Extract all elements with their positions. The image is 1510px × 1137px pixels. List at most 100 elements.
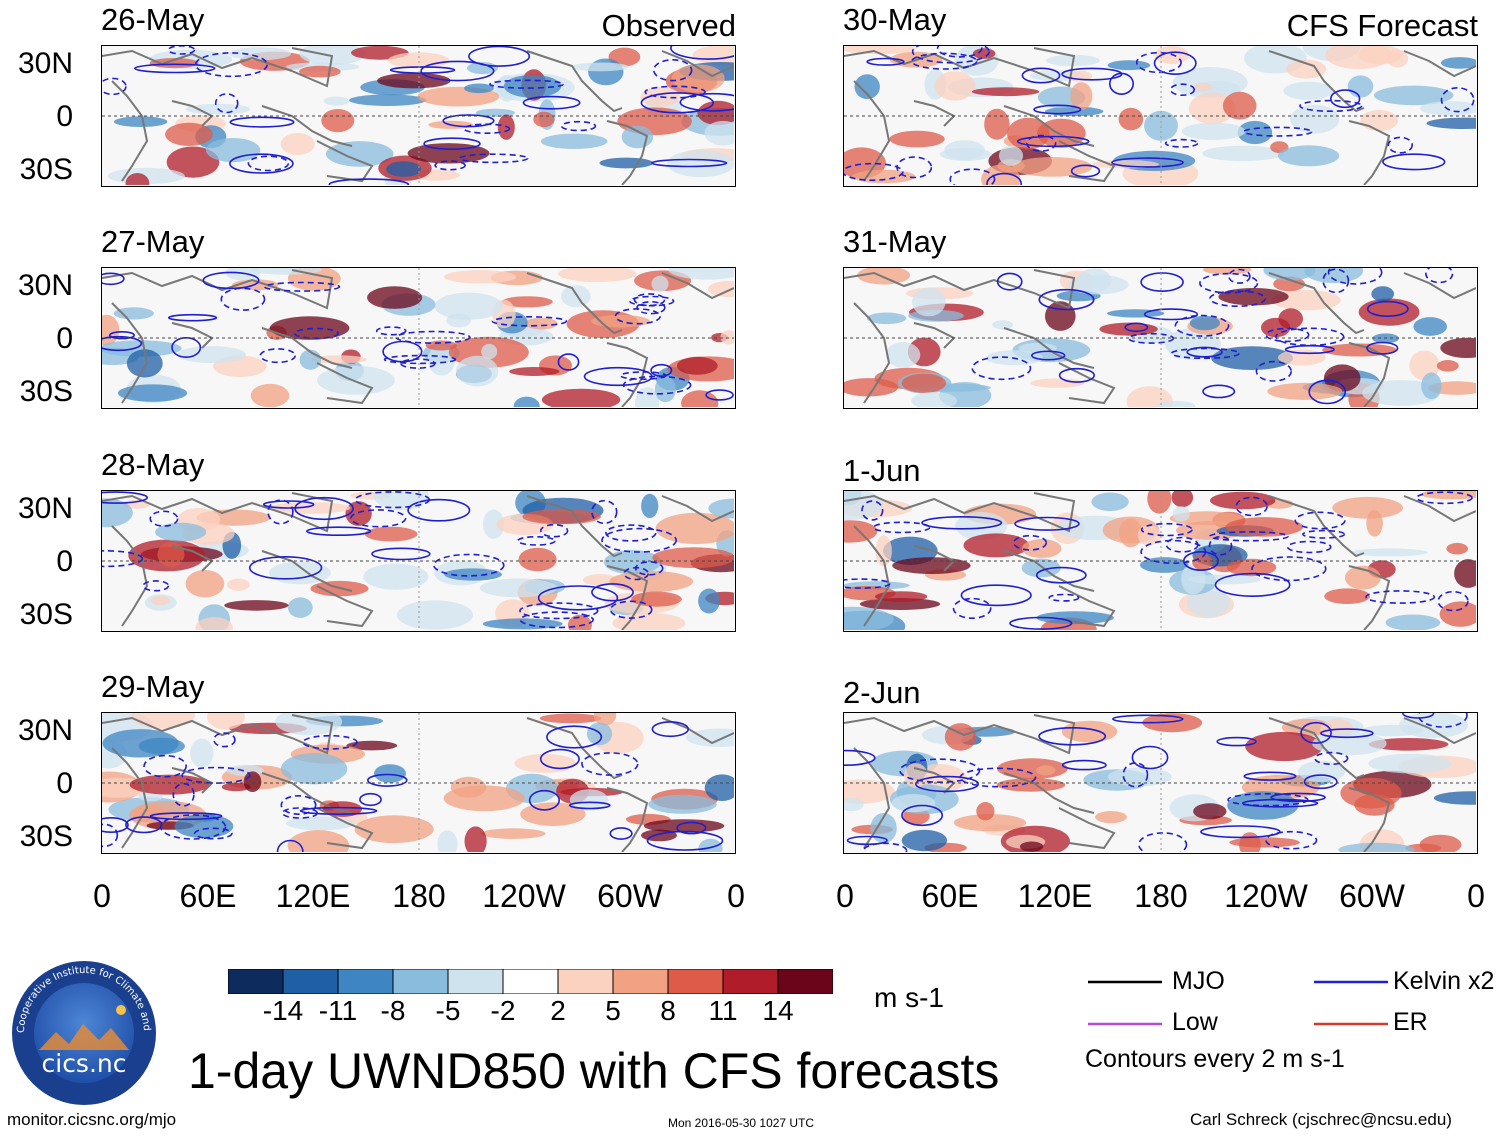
anomaly-shading (1181, 122, 1246, 140)
map-panel-26-may (101, 45, 736, 187)
anomaly-shading (571, 62, 629, 72)
x-label-60w: 60W (597, 878, 663, 914)
anomaly-shading (1061, 720, 1118, 743)
anomaly-shading (676, 356, 718, 375)
kelvin-contour (1038, 288, 1095, 311)
anomaly-shading (363, 563, 429, 590)
anomaly-shading (1267, 382, 1343, 400)
anomaly-shading (1211, 346, 1293, 370)
anomaly-shading (1187, 574, 1261, 585)
anomaly-shading (655, 512, 734, 544)
legend-mjo: MJO (1172, 967, 1225, 995)
kelvin-contour (546, 725, 603, 749)
x-label-60e: 60E (921, 878, 979, 914)
kelvin-contour (354, 491, 431, 509)
anomaly-shading (1171, 491, 1194, 508)
map-field (102, 491, 734, 630)
kelvin-contour (1228, 268, 1251, 284)
kelvin-contour (1417, 713, 1468, 728)
anomaly-shading (464, 826, 487, 852)
kelvin-contour (1366, 300, 1409, 318)
anomaly-shading (1368, 738, 1449, 751)
anomaly-shading (583, 574, 618, 586)
colorbar-bin (392, 968, 449, 995)
kelvin-contour (1153, 51, 1197, 76)
panel-date-27-may: 27-May (101, 224, 205, 259)
kelvin-contour (214, 93, 239, 114)
kelvin-contour (901, 804, 944, 827)
anomaly-shading (367, 286, 423, 309)
kelvin-contour (519, 602, 599, 620)
anomaly-shading (1210, 491, 1276, 510)
anomaly-shading (377, 72, 451, 89)
kelvin-contour (1048, 593, 1080, 602)
coastline (844, 714, 1076, 755)
legend-er: ER (1393, 1008, 1428, 1036)
anomaly-shading (892, 557, 971, 574)
kelvin-contour (1227, 792, 1309, 807)
coastline (102, 714, 334, 755)
kelvin-contour (1387, 136, 1413, 154)
coastline (171, 545, 214, 572)
map-field (102, 268, 734, 407)
map-panel-27-may (101, 267, 736, 409)
coastline (1403, 50, 1476, 78)
footer-url[interactable]: monitor.cicsnc.org/mjo (7, 1110, 177, 1129)
anomaly-shading (686, 728, 734, 747)
anomaly-shading (648, 794, 717, 814)
kelvin-contour (591, 499, 618, 525)
coastline (913, 545, 956, 572)
anomaly-shading (612, 612, 686, 630)
kelvin-contour (202, 271, 260, 290)
kelvin-contour (102, 817, 129, 833)
y-label-30s: 30S (19, 375, 73, 408)
kelvin-contour (899, 758, 981, 784)
coastline (526, 272, 623, 335)
anomaly-shading (1360, 109, 1399, 132)
anomaly-shading (1324, 588, 1370, 604)
anomaly-shading (280, 133, 315, 155)
anomaly-shading (117, 384, 188, 402)
anomaly-shading (540, 133, 608, 149)
kelvin-contour (259, 348, 297, 364)
y-label-0: 0 (56, 100, 73, 133)
anomaly-shading (464, 83, 494, 94)
anomaly-shading (569, 789, 609, 811)
kelvin-contour (557, 353, 580, 371)
kelvin-contour (633, 293, 666, 307)
anomaly-shading (981, 164, 1021, 185)
kelvin-contour (1320, 728, 1374, 739)
anomaly-shading (102, 340, 182, 357)
y-label-0: 0 (56, 545, 73, 578)
anomaly-shading (621, 125, 654, 149)
kelvin-contour (149, 510, 179, 527)
coastline (913, 100, 956, 127)
anomaly-shading (509, 367, 560, 376)
anomaly-shading (243, 771, 262, 792)
anomaly-shading (444, 270, 517, 284)
anomaly-shading (641, 493, 659, 518)
anomaly-shading (885, 342, 921, 368)
x-label-180: 180 (1134, 878, 1188, 914)
colorbar-tick-label: 2 (550, 995, 566, 1026)
anomaly-shading (976, 802, 995, 821)
kelvin-contour (1216, 736, 1257, 747)
kelvin-contour (1031, 350, 1066, 361)
anomaly-shading (1358, 46, 1403, 65)
coastline (111, 302, 149, 404)
anomaly-shading (425, 340, 457, 351)
anomaly-shading (114, 116, 168, 127)
observed-header: Observed (601, 8, 736, 43)
kelvin-contour (407, 498, 471, 522)
anomaly-shading (1426, 117, 1476, 129)
anomaly-shading (1126, 386, 1173, 407)
map-panel-28-may (101, 490, 736, 632)
anomaly-shading (250, 383, 290, 407)
kelvin-contour (986, 172, 1022, 185)
kelvin-contour (601, 527, 677, 553)
anomaly-shading (450, 776, 487, 798)
y-label-30s: 30S (19, 153, 73, 186)
anomaly-shading (1286, 59, 1327, 79)
anomaly-shading (364, 526, 418, 542)
kelvin-contour (302, 734, 358, 750)
